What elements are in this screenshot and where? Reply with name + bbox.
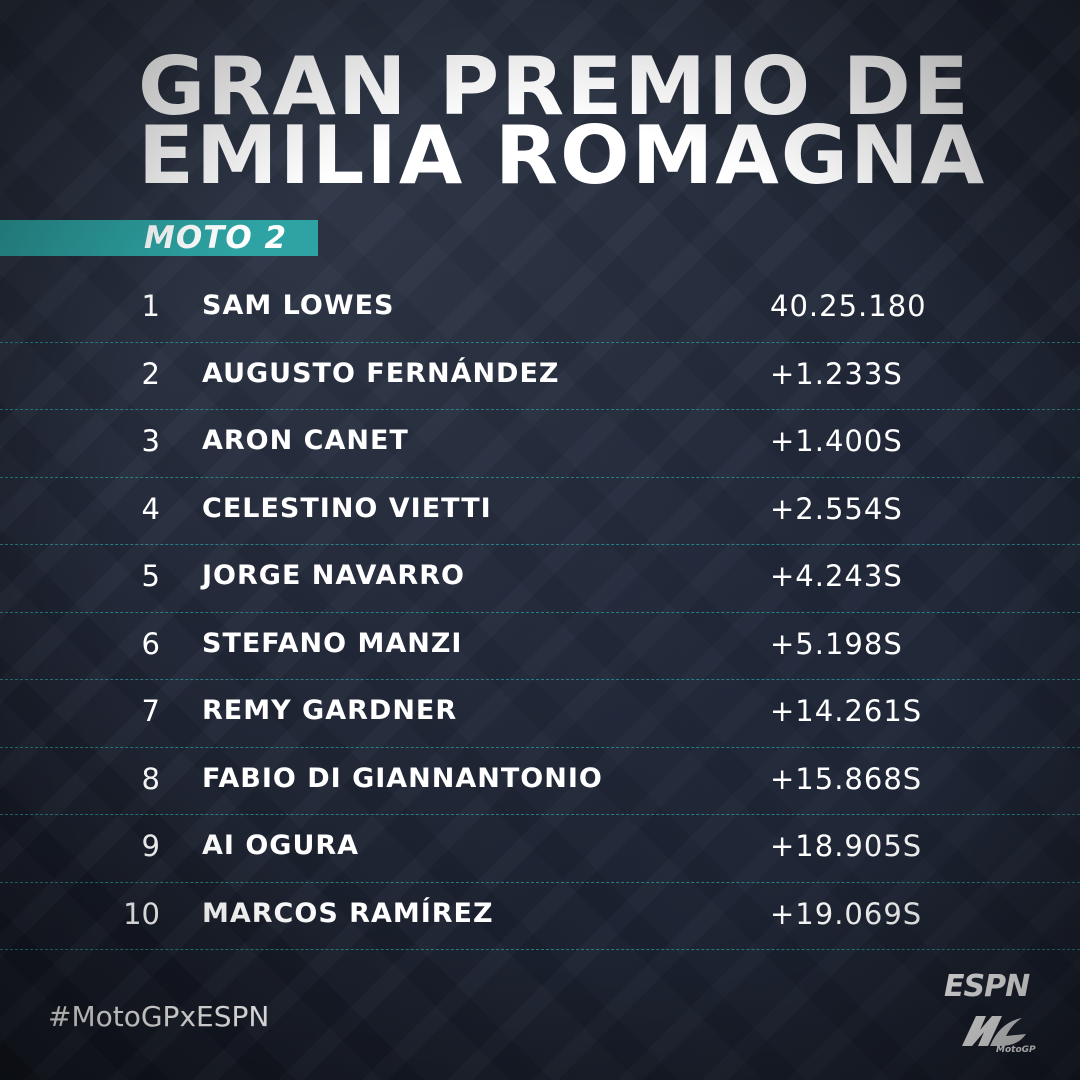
rider-name: CELESTINO VIETTI [202,492,492,524]
sponsor-logos: ESPN MotoGP [940,968,1050,1058]
gap-time: +4.243S [770,559,903,593]
result-row: 7 REMY GARDNER +14.261S [0,680,1080,748]
result-row: 10 MARCOS RAMÍREZ +19.069S [0,883,1080,950]
rider-name: SAM LOWES [202,290,395,321]
position: 4 [141,491,160,526]
rider-name: REMY GARDNER [202,695,458,726]
rider-name: FABIO DI GIANNANTONIO [202,762,603,794]
position: 10 [123,896,160,931]
race-time: 40.25.180 [770,289,927,323]
hashtag: #MotoGPxESPN [48,1000,270,1033]
result-row: 8 FABIO DI GIANNANTONIO +15.868S [0,748,1080,815]
gap-time: +5.198S [770,626,903,661]
position: 1 [141,289,160,323]
result-row: 3 ARON CANET +1.400S [0,410,1080,478]
category-label: MOTO 2 [144,220,288,256]
motogp-logo-icon: MotoGP [962,1016,1036,1054]
espn-logo: ESPN [944,969,1030,1004]
position: 5 [141,559,160,593]
gap-time: +18.905S [770,829,923,863]
gap-time: +19.069S [770,896,923,931]
result-row: 2 AUGUSTO FERNÁNDEZ +1.233S [0,343,1080,410]
rider-name: STEFANO MANZI [202,627,463,659]
page-title: GRAN PREMIO DE EMILIA ROMAGNA [138,40,987,203]
result-row: 9 AI OGURA +18.905S [0,815,1080,883]
position: 7 [141,694,160,728]
title-line-1: GRAN PREMIO DE [138,40,971,134]
result-row: 4 CELESTINO VIETTI +2.554S [0,478,1080,545]
position: 2 [141,356,160,391]
rider-name: MARCOS RAMÍREZ [202,897,494,929]
title-line-2: EMILIA ROMAGNA [138,109,987,203]
motogp-wordmark: MotoGP [996,1045,1036,1054]
position: 8 [141,761,160,796]
gap-time: +14.261S [770,694,923,728]
category-band [0,220,318,256]
results-table: 1 SAM LOWES 40.25.180 2 AUGUSTO FERNÁNDE… [0,275,1080,950]
result-row: 1 SAM LOWES 40.25.180 [0,275,1080,343]
gap-time: +1.400S [770,424,903,458]
position: 6 [141,626,160,661]
position: 9 [141,829,160,863]
position: 3 [141,424,160,458]
rider-name: AI OGURA [202,830,360,861]
rider-name: AUGUSTO FERNÁNDEZ [202,357,560,389]
rider-name: JORGE NAVARRO [202,560,465,591]
gap-time: +2.554S [770,491,903,526]
gap-time: +1.233S [770,356,903,391]
rider-name: ARON CANET [202,425,409,456]
result-row: 5 JORGE NAVARRO +4.243S [0,545,1080,613]
gap-time: +15.868S [770,761,923,796]
result-row: 6 STEFANO MANZI +5.198S [0,613,1080,680]
